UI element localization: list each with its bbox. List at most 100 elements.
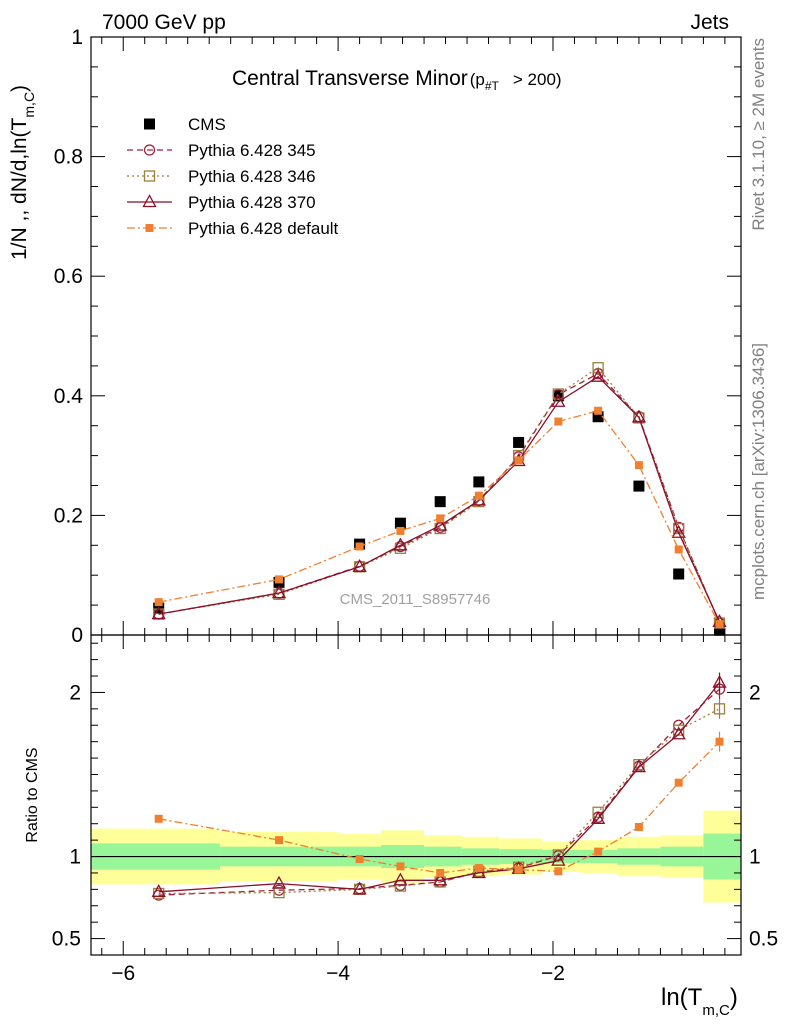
main-point-pdefault bbox=[514, 456, 523, 465]
main-point-p370 bbox=[433, 517, 448, 531]
ratio-ytick-label-right: 2 bbox=[749, 681, 761, 704]
legend-label-p346: Pythia 6.428 346 bbox=[188, 167, 316, 186]
ratio-point-pdefault bbox=[436, 868, 445, 877]
main-series-p346 bbox=[153, 362, 726, 629]
main-ytick-label: 0.8 bbox=[54, 146, 83, 169]
ratio-point-p346 bbox=[673, 724, 685, 736]
ratio-ytick-label-right: 1 bbox=[749, 846, 761, 869]
legend-entry-p345: Pythia 6.428 345 bbox=[127, 141, 316, 160]
ratio-ytick-label-left: 2 bbox=[69, 681, 81, 704]
main-point-cms bbox=[592, 411, 604, 423]
ratio-point-p370 bbox=[151, 883, 166, 897]
main-point-p370 bbox=[393, 537, 408, 551]
ratio-point-pdefault bbox=[634, 823, 643, 831]
x-axis-label: ln(Tm,C) bbox=[661, 984, 738, 1019]
ratio-ytick-label-right: 0.5 bbox=[749, 928, 778, 951]
legend-marker-p346 bbox=[143, 170, 156, 182]
ratio-point-p370 bbox=[433, 872, 448, 886]
ratio-ylabel: Ratio to CMS bbox=[24, 747, 41, 842]
main-point-pdefault bbox=[436, 514, 445, 523]
main-ytick-label: 1 bbox=[71, 26, 83, 49]
x-tick-label: −6 bbox=[111, 962, 135, 985]
main-panel: 0 0.2 0.4 0.6 0.8 1 bbox=[54, 26, 742, 647]
main-line-p370 bbox=[158, 375, 721, 623]
main-series-pdefault bbox=[154, 406, 724, 629]
main-point-cms bbox=[513, 436, 525, 448]
main-point-pdefault bbox=[634, 461, 643, 470]
legend-label-pdefault: Pythia 6.428 default bbox=[188, 219, 339, 238]
header-process: Jets bbox=[690, 11, 729, 34]
main-point-cms bbox=[473, 476, 485, 488]
ratio-point-pdefault bbox=[154, 814, 163, 823]
analysis-watermark: CMS_2011_S8957746 bbox=[340, 591, 491, 608]
main-point-cms bbox=[714, 624, 726, 636]
side-label-rivet: Rivet 3.1.10, ≥ 2M events bbox=[749, 38, 768, 231]
ratio-point-p370 bbox=[671, 726, 686, 740]
main-point-pdefault bbox=[396, 526, 405, 535]
main-point-p346 bbox=[633, 412, 645, 424]
legend-entry-p346: Pythia 6.428 346 bbox=[127, 167, 316, 186]
ratio-point-p370 bbox=[631, 759, 647, 773]
main-ylabel: 1/N ,, dN/d,ln(Tm,C) bbox=[8, 85, 37, 260]
main-point-pdefault bbox=[554, 417, 563, 426]
legend-label-p370: Pythia 6.428 370 bbox=[188, 193, 316, 212]
ratio-point-p370 bbox=[591, 810, 606, 824]
main-point-cms bbox=[434, 496, 446, 508]
main-point-p370 bbox=[671, 524, 686, 538]
main-point-pdefault bbox=[715, 620, 724, 629]
ratio-point-p370 bbox=[551, 852, 566, 866]
main-point-p370 bbox=[271, 585, 287, 599]
legend-marker-p370 bbox=[142, 194, 157, 208]
legend-entry-pdefault: Pythia 6.428 default bbox=[127, 219, 339, 238]
main-line-pdefault bbox=[158, 410, 721, 625]
side-label-mcplots: mcplots.cern.ch [arXiv:1306.3436] bbox=[749, 343, 768, 600]
ratio-point-p370 bbox=[352, 881, 367, 895]
x-tick-label: −4 bbox=[326, 962, 350, 985]
ratio-point-pdefault bbox=[355, 855, 364, 863]
main-point-cms bbox=[394, 517, 406, 529]
main-point-cms bbox=[673, 568, 685, 580]
main-point-p346 bbox=[592, 362, 604, 374]
ratio-point-pdefault bbox=[554, 867, 563, 876]
ratio-point-pdefault bbox=[275, 836, 284, 845]
main-ytick-label: 0.6 bbox=[54, 265, 83, 288]
legend: CMS Pythia 6.428 345 Pythia 6.428 346 Pythi… bbox=[127, 115, 339, 238]
main-point-pdefault bbox=[355, 542, 364, 551]
legend-marker-cms bbox=[144, 118, 155, 130]
main-point-p370 bbox=[151, 606, 166, 620]
ratio-point-p370 bbox=[393, 872, 408, 886]
main-ytick-label: 0.2 bbox=[54, 504, 83, 527]
ratio-point-pdefault bbox=[514, 865, 523, 874]
legend-label-p345: Pythia 6.428 345 bbox=[188, 141, 316, 160]
main-point-pdefault bbox=[474, 491, 483, 500]
main-title: Central Transverse Minor (p#T > 200) bbox=[232, 67, 562, 93]
ratio-point-pdefault bbox=[396, 862, 405, 871]
main-ytick-label: 0 bbox=[71, 624, 83, 647]
main-point-pdefault bbox=[594, 406, 603, 415]
legend-marker-p345 bbox=[143, 144, 156, 156]
legend-entry-p370: Pythia 6.428 370 bbox=[127, 193, 316, 212]
main-point-pdefault bbox=[674, 545, 683, 554]
main-point-p370 bbox=[551, 393, 566, 407]
ratio-panel: 0.5 0.5 1 1 2 2 −6 −4 −2 bbox=[52, 634, 778, 985]
ratio-ytick-label-left: 0.5 bbox=[52, 928, 81, 951]
ratio-frame bbox=[90, 634, 742, 956]
ratio-line-pdefault bbox=[158, 741, 720, 874]
legend-entry-cms: CMS bbox=[144, 115, 226, 134]
ratio-line-p370 bbox=[158, 682, 721, 893]
main-line-p346 bbox=[158, 366, 721, 624]
main-point-pdefault bbox=[154, 598, 163, 607]
header-energy: 7000 GeV pp bbox=[102, 11, 226, 34]
ratio-point-pdefault bbox=[674, 778, 683, 787]
ratio-point-p346 bbox=[394, 880, 407, 892]
x-tick-label: −2 bbox=[541, 962, 565, 985]
main-point-p370 bbox=[591, 368, 606, 382]
main-point-cms bbox=[633, 480, 645, 492]
main-point-p370 bbox=[352, 558, 367, 572]
ratio-line-p345 bbox=[158, 688, 720, 896]
main-point-p370 bbox=[631, 409, 647, 423]
ratio-point-pdefault bbox=[594, 847, 603, 856]
ratio-ytick-label-left: 1 bbox=[69, 846, 81, 869]
legend-marker-pdefault bbox=[145, 224, 154, 232]
